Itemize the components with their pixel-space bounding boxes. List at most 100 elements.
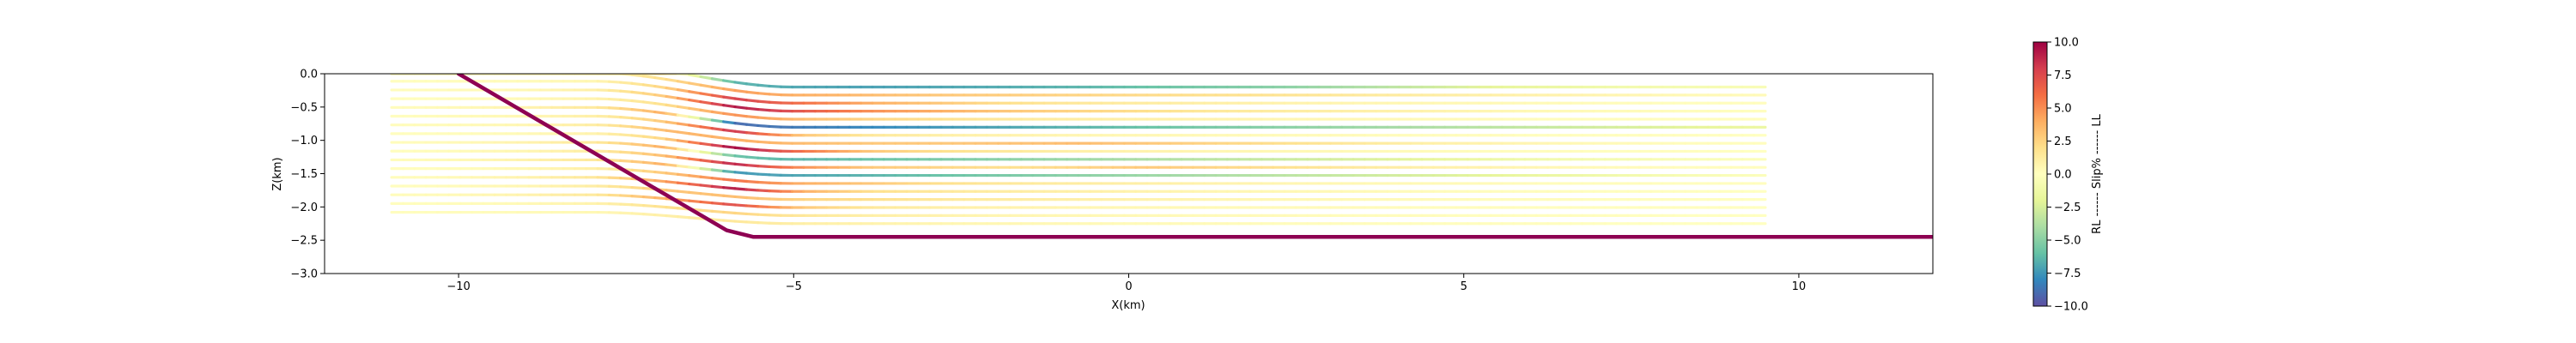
- layer-segment: [619, 211, 634, 215]
- layer-segment: [665, 137, 679, 142]
- layer-segment: [756, 196, 771, 201]
- layer-segment: [744, 99, 760, 103]
- layer-segment: [641, 169, 657, 174]
- layer-segment: [653, 75, 668, 81]
- colorbar-tick-label: −10.0: [2054, 301, 2088, 314]
- layer-segment: [619, 116, 634, 120]
- layer-segment: [744, 82, 760, 87]
- layer-segment: [619, 98, 634, 103]
- layer-segment: [699, 150, 714, 155]
- layer-segment: [756, 132, 771, 136]
- layer-segment: [630, 195, 645, 199]
- layer-segment: [641, 126, 657, 131]
- layer-segment: [619, 185, 634, 190]
- layer-segment: [744, 131, 760, 135]
- layer-segment: [665, 214, 679, 219]
- layer-line: [390, 80, 1767, 105]
- layer-segment: [699, 192, 714, 196]
- y-tick-label: 0.0: [300, 69, 318, 81]
- layer-segment: [733, 138, 748, 142]
- layer-segment: [665, 120, 679, 125]
- layer-segment: [641, 117, 657, 123]
- layer-segment: [688, 74, 702, 79]
- layer-segment: [710, 102, 726, 107]
- layer-segment: [653, 196, 668, 201]
- layer-segment: [665, 94, 679, 100]
- layer-line: [390, 176, 1767, 193]
- layer-segment: [676, 105, 691, 110]
- layer-segment: [710, 143, 726, 148]
- x-tick-label: −5: [786, 280, 802, 293]
- layer-segment: [710, 93, 726, 99]
- layer-segment: [710, 209, 726, 214]
- layer-segment: [630, 74, 645, 78]
- layer-line: [390, 74, 1767, 97]
- layer-segment: [722, 79, 737, 84]
- layer-segment: [744, 204, 760, 208]
- colorbar-label: RL ------ Slip% ------ LL: [2091, 113, 2104, 233]
- layer-segment: [733, 129, 748, 135]
- layer-segment: [733, 178, 748, 184]
- layer-segment: [630, 99, 645, 104]
- layer-segment: [756, 172, 771, 177]
- layer-segment: [688, 90, 702, 95]
- layer-segment: [699, 75, 714, 81]
- layer-segment: [744, 90, 760, 95]
- layer-segment: [653, 204, 668, 209]
- layer-segment: [699, 159, 714, 163]
- layer-segment: [676, 147, 691, 152]
- fault-group: [456, 74, 1933, 239]
- layer-segment: [607, 159, 623, 162]
- layer-segment: [722, 128, 737, 133]
- layer-segment: [756, 180, 771, 184]
- layer-segment: [688, 216, 702, 220]
- layer-line: [390, 114, 1767, 137]
- layer-segment: [619, 202, 634, 207]
- x-tick-label: 5: [1461, 280, 1467, 293]
- layer-segment: [699, 83, 714, 89]
- colorbar-tick-label: 5.0: [2054, 103, 2072, 116]
- layer-segment: [756, 107, 771, 112]
- layer-segment: [744, 147, 760, 152]
- layer-segment: [653, 170, 668, 175]
- layer-segment: [607, 184, 623, 189]
- layer-segment: [756, 213, 771, 217]
- layer-segment: [756, 189, 771, 193]
- layer-segment: [768, 84, 782, 88]
- x-axis-label: X(km): [1111, 299, 1145, 312]
- layer-segment: [641, 83, 657, 88]
- layer-segment: [688, 190, 702, 196]
- layer-segment: [710, 127, 726, 132]
- layer-segment: [653, 213, 668, 218]
- layer-segment: [699, 108, 714, 113]
- layer-segment: [710, 193, 726, 197]
- layer-segment: [699, 117, 714, 122]
- layer-segment: [630, 203, 645, 208]
- x-tick-label: 0: [1125, 280, 1132, 293]
- x-tick-label: −10: [447, 280, 470, 293]
- layer-segment: [676, 181, 691, 186]
- layer-segment: [722, 87, 737, 93]
- layer-segment: [688, 157, 702, 162]
- layer-segment: [630, 134, 645, 138]
- layer-segment: [665, 172, 679, 176]
- layer-segment: [630, 125, 645, 129]
- layer-segment: [641, 109, 657, 114]
- colorbar-gradient: [2033, 42, 2047, 306]
- layer-segment: [653, 101, 668, 106]
- layer-group: [390, 74, 1767, 226]
- layer-segment: [756, 165, 771, 169]
- layer-segment: [619, 81, 634, 85]
- layer-segment: [641, 143, 657, 148]
- layer-segment: [722, 186, 737, 190]
- layer-segment: [733, 146, 748, 151]
- layer-segment: [756, 156, 771, 160]
- layer-segment: [607, 123, 623, 128]
- layer-segment: [722, 95, 737, 100]
- layer-line: [390, 132, 1767, 153]
- layer-segment: [688, 174, 702, 178]
- colorbar-tick-label: 10.0: [2054, 37, 2079, 50]
- layer-segment: [756, 123, 771, 129]
- layer-segment: [676, 164, 691, 169]
